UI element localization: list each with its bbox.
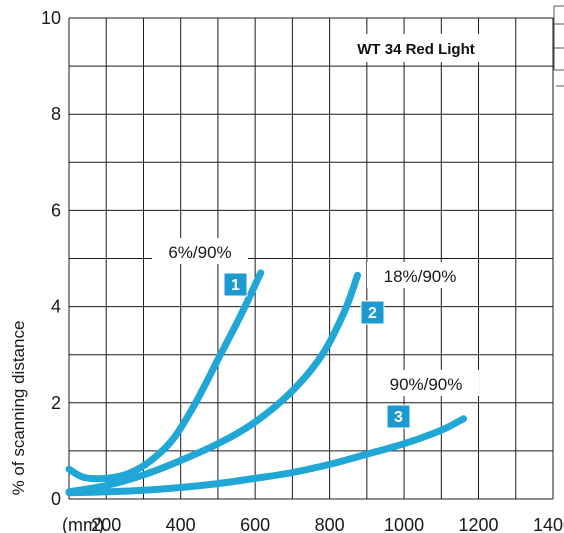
title-box bbox=[333, 34, 499, 62]
y-tick-label: 10 bbox=[41, 8, 61, 28]
series-label: 18%/90% bbox=[384, 267, 457, 286]
series-badge bbox=[223, 272, 248, 297]
y-tick-label: 6 bbox=[51, 200, 61, 220]
series-badge-number: 1 bbox=[231, 277, 240, 294]
series-labels: 6%/90%1 18%/90% 2 90%/90% 3 bbox=[152, 238, 479, 429]
series-badge bbox=[360, 300, 385, 325]
x-tick-label: 400 bbox=[166, 515, 196, 533]
y-tick-label: 0 bbox=[51, 489, 61, 509]
x-unit-label: (mm) bbox=[62, 515, 104, 533]
y-tick-label: 4 bbox=[51, 297, 61, 317]
series-badge bbox=[386, 404, 411, 429]
grid bbox=[68, 17, 554, 500]
series-label-bg bbox=[367, 262, 473, 288]
curves bbox=[65, 269, 468, 497]
x-tick-label: 1400 bbox=[533, 515, 564, 533]
x-tick-label: 800 bbox=[315, 515, 345, 533]
series-label-bg bbox=[373, 370, 479, 396]
series-line-1 bbox=[65, 269, 265, 483]
axis-ticks: 0 2 4 6 8 10 200 400 600 800 1000 1200 1400 bbox=[41, 8, 564, 533]
series-label: 90%/90% bbox=[390, 375, 463, 394]
series-badge-number: 2 bbox=[368, 305, 377, 322]
x-tick-label: 200 bbox=[91, 515, 121, 533]
y-axis-label: % of scanning distance bbox=[9, 321, 28, 496]
x-tick-label: 600 bbox=[240, 515, 270, 533]
series-label: 6%/90% bbox=[168, 243, 231, 262]
y-tick-label: 2 bbox=[51, 393, 61, 413]
x-tick-label: 1000 bbox=[384, 515, 424, 533]
series-line-3 bbox=[65, 415, 468, 497]
legend-stub bbox=[553, 5, 564, 87]
y-tick-label: 8 bbox=[51, 104, 61, 124]
chart-title: WT 34 Red Light bbox=[357, 41, 475, 58]
series-badge-number: 3 bbox=[394, 409, 403, 426]
series-line-2 bbox=[65, 271, 361, 496]
series-label-bg bbox=[152, 238, 248, 264]
x-tick-label: 1200 bbox=[459, 515, 499, 533]
